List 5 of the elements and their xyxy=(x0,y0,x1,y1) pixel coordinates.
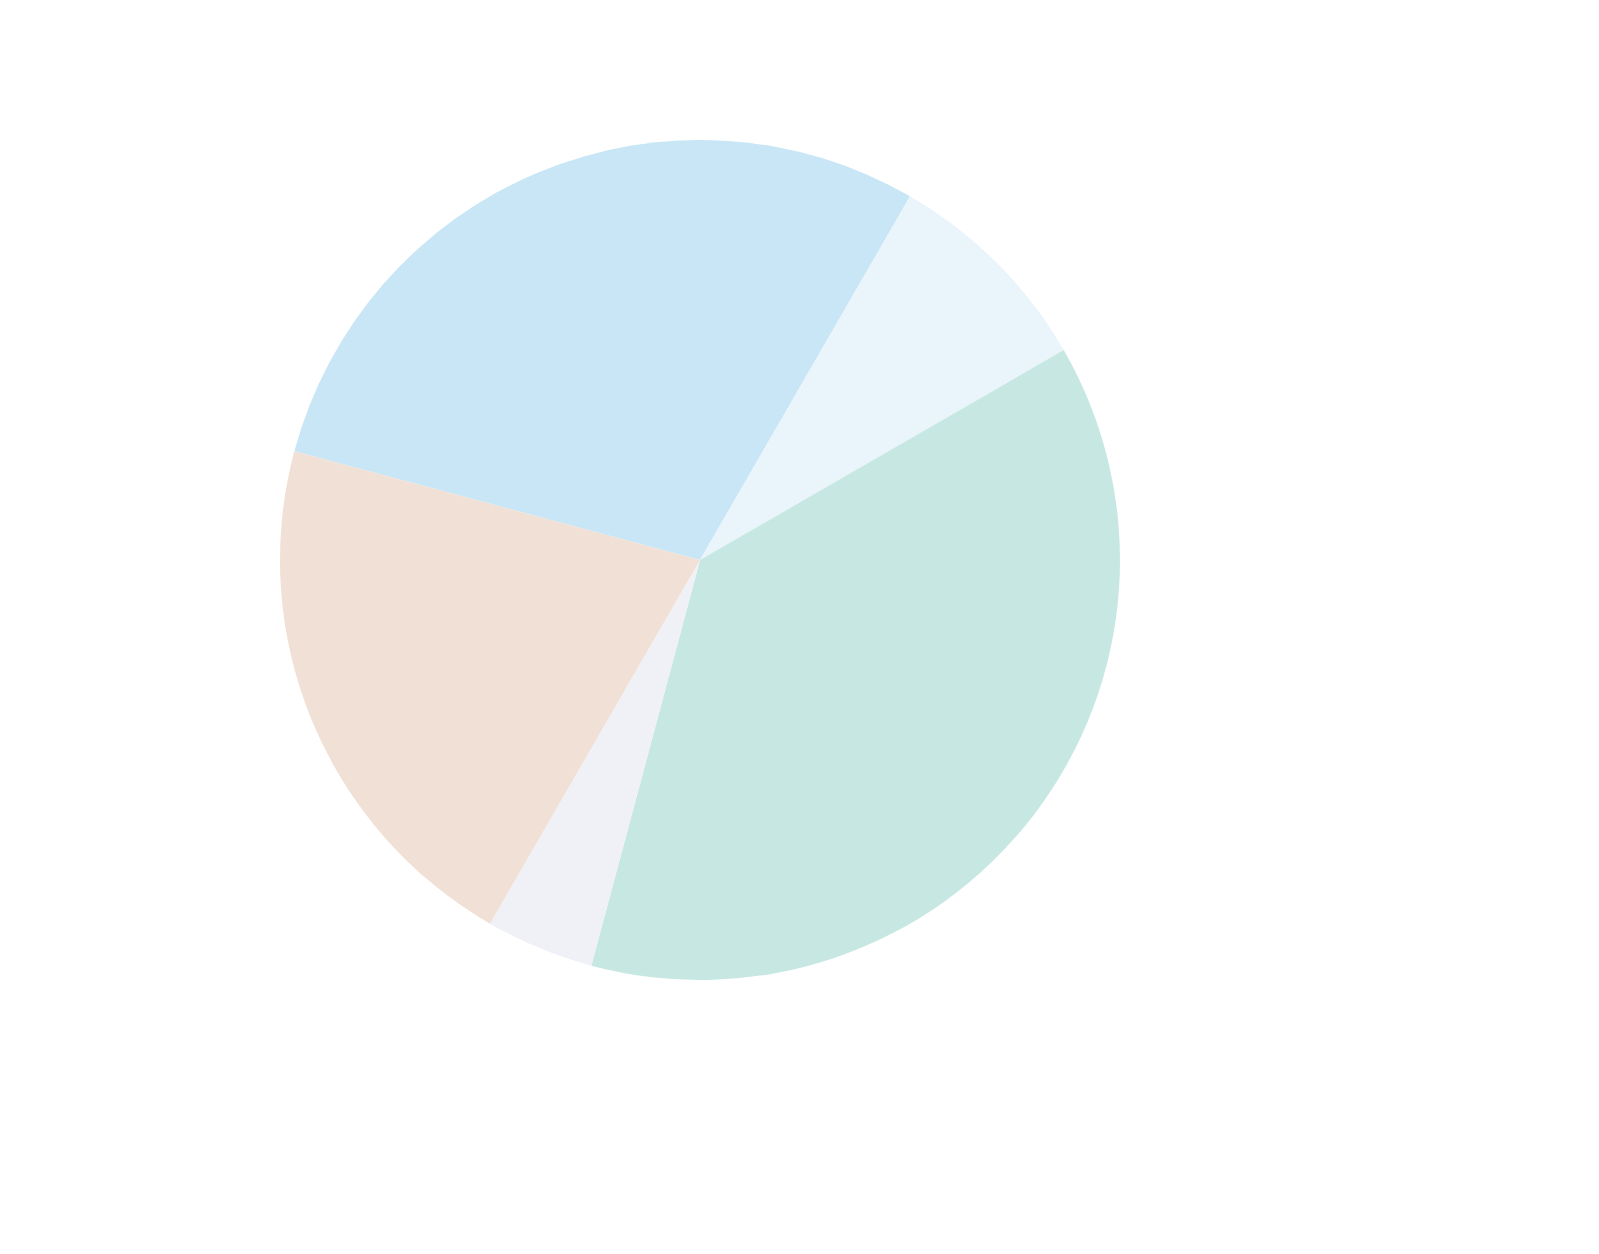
pie-slice xyxy=(591,350,1120,980)
pie-slice xyxy=(489,560,700,966)
pie-slice xyxy=(700,196,1064,560)
pie-slice xyxy=(280,451,700,924)
pie-slice xyxy=(294,140,911,560)
